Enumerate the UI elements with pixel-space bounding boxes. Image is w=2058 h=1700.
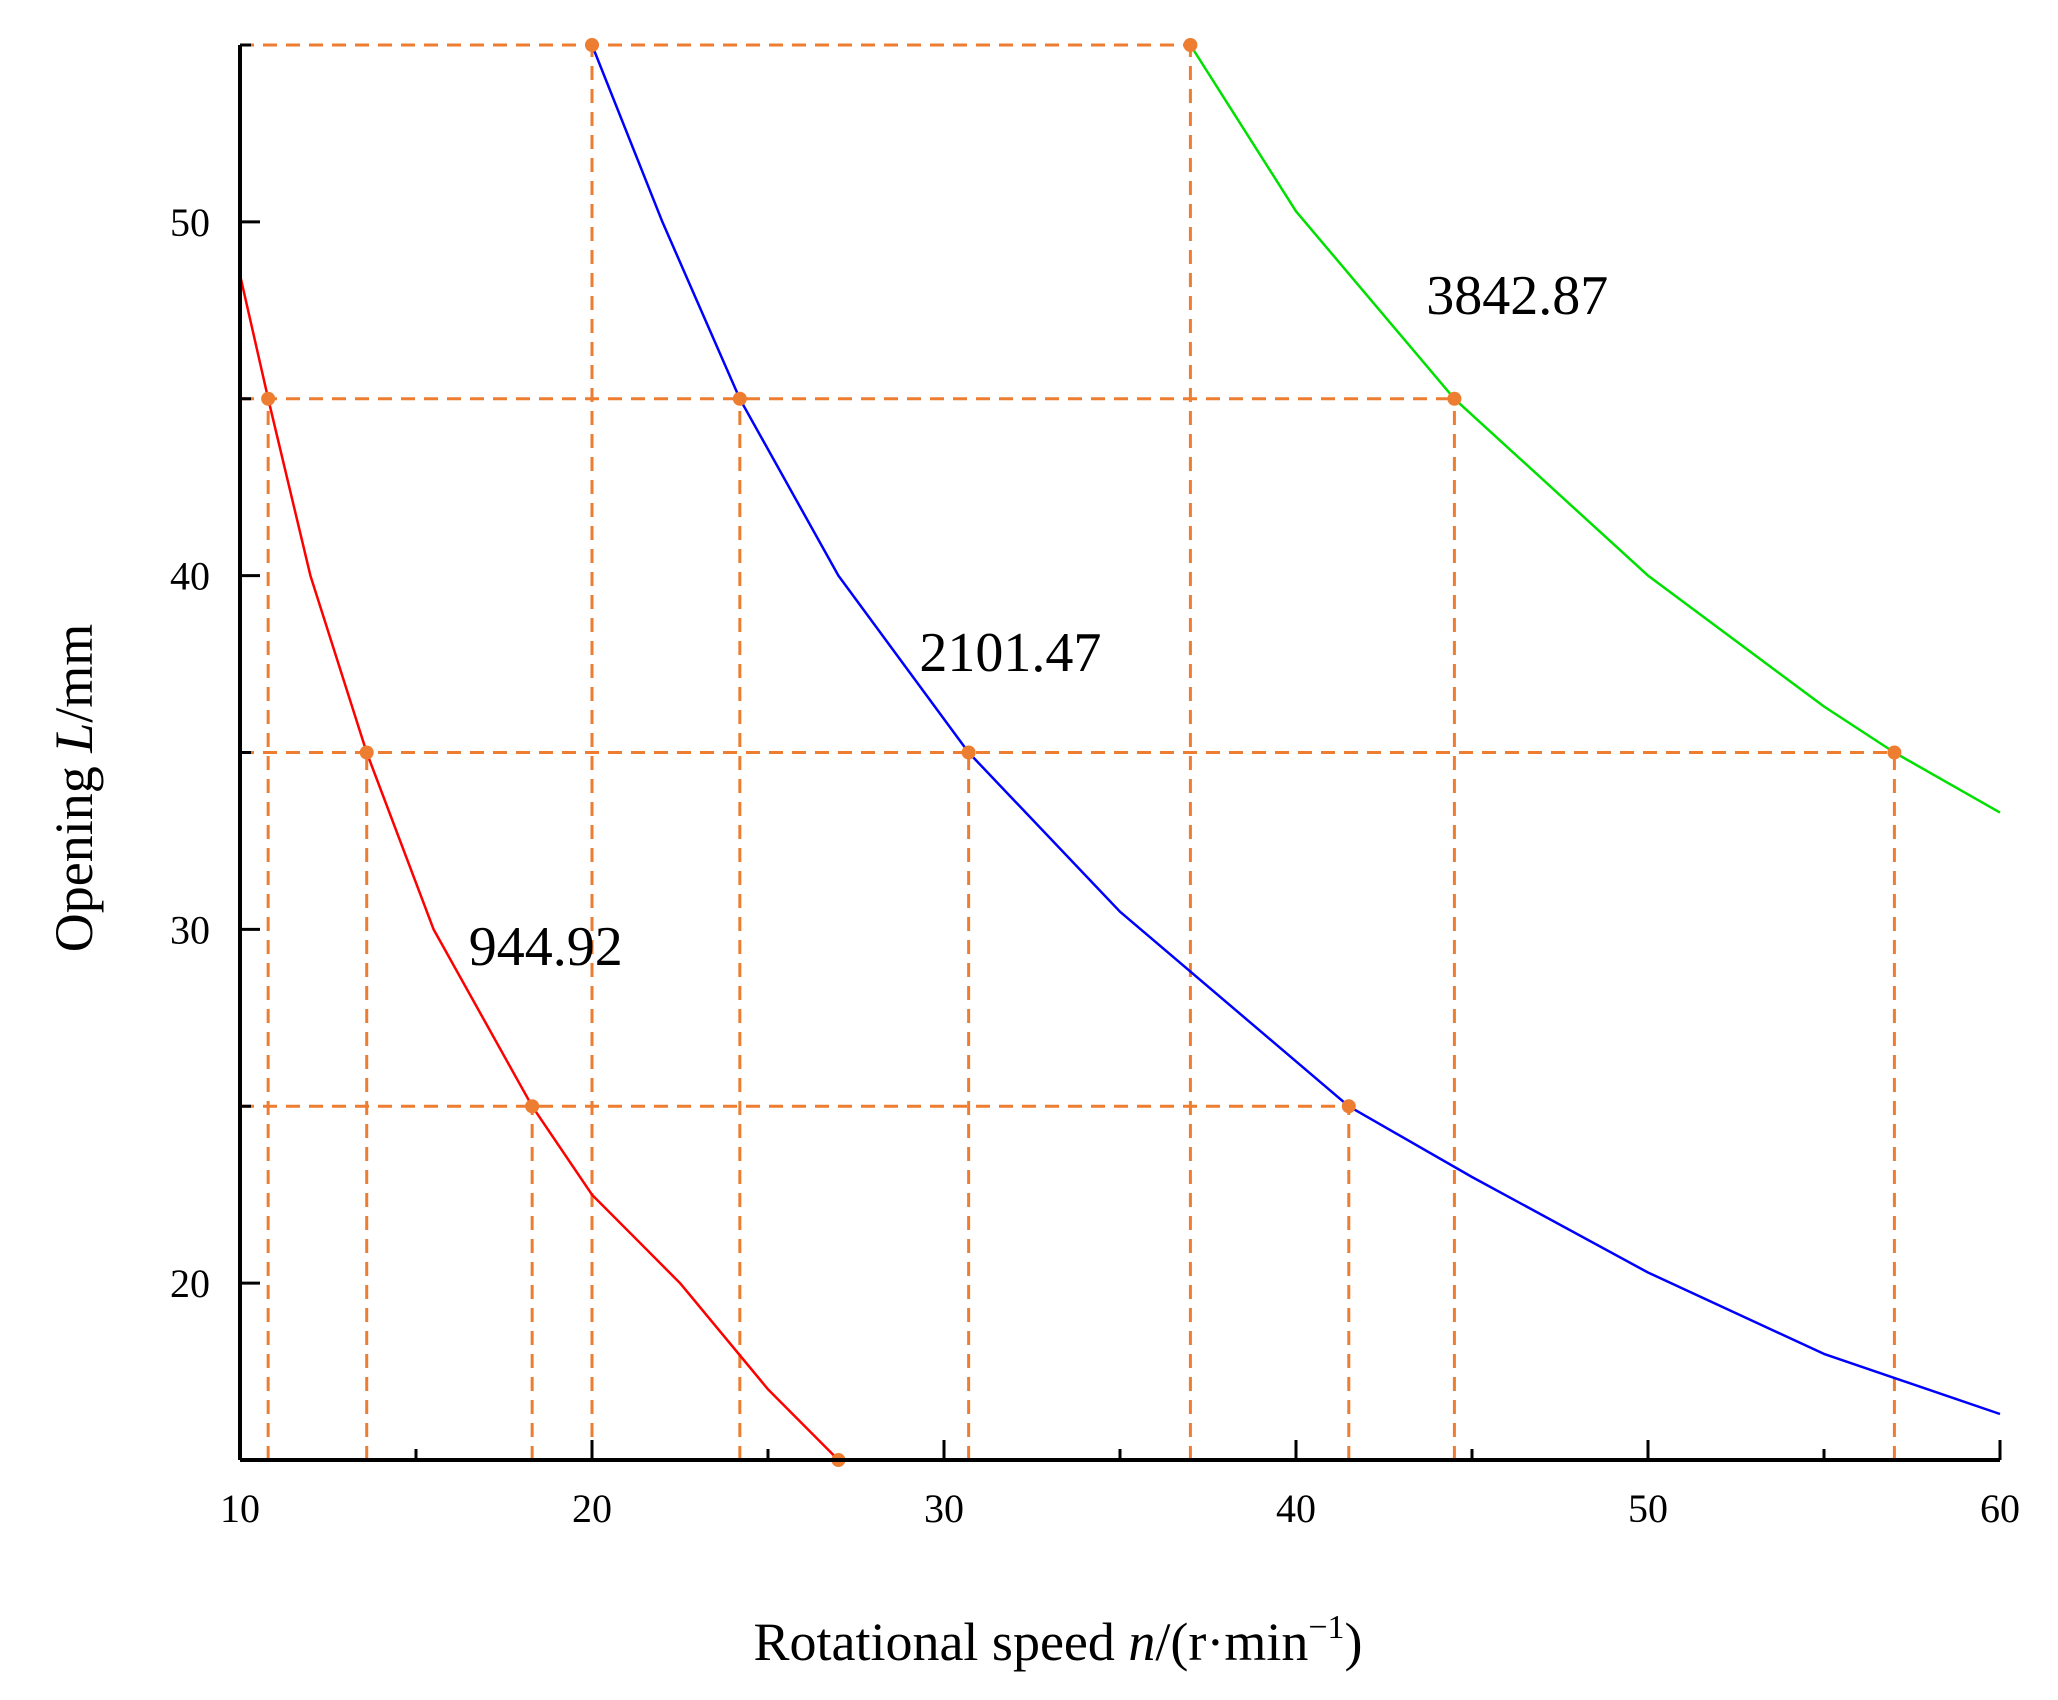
reference-points (261, 38, 1902, 1467)
ref-point-7 (1183, 38, 1198, 52)
curve-label-1: 2101.47 (919, 622, 1101, 684)
y-tick-label: 20 (170, 1261, 210, 1306)
ref-point-6 (1341, 1099, 1356, 1114)
x-tick-label: 60 (1980, 1486, 2020, 1531)
reference-lines (240, 43, 1896, 1460)
x-tick-label: 20 (572, 1486, 612, 1531)
y-axis-label: Opening L/mm (44, 624, 104, 953)
axes (238, 43, 2002, 1462)
ref-point-3 (585, 38, 599, 52)
y-tick-label: 50 (170, 200, 210, 245)
curve-label-2: 3842.87 (1426, 265, 1608, 327)
x-tick-label: 50 (1628, 1486, 1668, 1531)
ref-point-8 (1447, 391, 1462, 406)
ref-point-9 (1887, 745, 1902, 760)
ref-point-5 (961, 745, 976, 760)
ref-point-0 (261, 391, 276, 406)
series-line-2 (1189, 44, 2001, 814)
x-axis-label: Rotational speed n/(r·min−1) (753, 1609, 1362, 1672)
ref-point-1 (359, 745, 374, 760)
x-tick-label: 40 (1276, 1486, 1316, 1531)
x-tick-labels: 10 20 30 40 50 60 (220, 1486, 2020, 1531)
y-tick-label: 30 (170, 907, 210, 952)
ref-point-4 (732, 391, 747, 406)
x-tick-label: 10 (220, 1486, 260, 1531)
series-line-0 (238, 274, 840, 1461)
curve-label-0: 944.92 (469, 916, 623, 978)
ref-point-2 (525, 1099, 540, 1114)
curve-labels: 944.92 2101.47 3842.87 (469, 265, 1608, 978)
x-tick-label: 30 (924, 1486, 964, 1531)
y-tick-label: 40 (170, 554, 210, 599)
series-line-1 (590, 44, 2001, 1416)
y-tick-labels: 20 30 40 50 (170, 200, 210, 1306)
